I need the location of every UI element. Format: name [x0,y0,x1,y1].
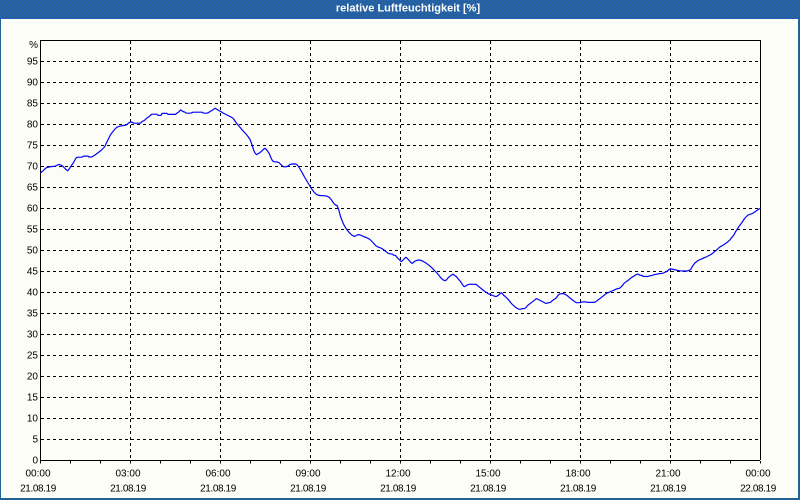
svg-text:21.08.19: 21.08.19 [20,484,57,495]
svg-text:21.08.19: 21.08.19 [200,484,237,495]
svg-text:50: 50 [27,246,39,257]
svg-text:21.08.19: 21.08.19 [110,484,147,495]
svg-text:30: 30 [27,330,39,341]
svg-text:21.08.19: 21.08.19 [470,484,507,495]
svg-text:40: 40 [27,288,39,299]
svg-text:60: 60 [27,204,39,215]
svg-text:00:00: 00:00 [745,469,770,480]
svg-text:25: 25 [27,351,39,362]
svg-text:22.08.19: 22.08.19 [740,484,777,495]
svg-text:0: 0 [32,456,38,467]
svg-text:21.08.19: 21.08.19 [290,484,327,495]
svg-text:45: 45 [27,267,39,278]
svg-text:55: 55 [27,225,39,236]
svg-text:5: 5 [32,435,38,446]
svg-text:20: 20 [27,372,39,383]
svg-text:80: 80 [27,120,39,131]
svg-text:%: % [29,40,38,51]
svg-text:85: 85 [27,99,39,110]
svg-text:00:00: 00:00 [25,469,50,480]
svg-text:10: 10 [27,414,39,425]
svg-text:21.08.19: 21.08.19 [560,484,597,495]
svg-text:90: 90 [27,78,39,89]
svg-text:18:00: 18:00 [565,469,590,480]
svg-text:relative Luftfeuchtigkeit [%]: relative Luftfeuchtigkeit [%] [336,3,481,15]
svg-text:06:00: 06:00 [205,469,230,480]
svg-text:15:00: 15:00 [475,469,500,480]
svg-text:75: 75 [27,141,39,152]
svg-text:21.08.19: 21.08.19 [380,484,417,495]
svg-text:35: 35 [27,309,39,320]
svg-text:95: 95 [27,57,39,68]
svg-text:09:00: 09:00 [295,469,320,480]
svg-text:65: 65 [27,183,39,194]
svg-text:21.08.19: 21.08.19 [650,484,687,495]
svg-text:15: 15 [27,393,39,404]
svg-text:70: 70 [27,162,39,173]
svg-text:21:00: 21:00 [655,469,680,480]
svg-text:03:00: 03:00 [115,469,140,480]
svg-text:12:00: 12:00 [385,469,410,480]
